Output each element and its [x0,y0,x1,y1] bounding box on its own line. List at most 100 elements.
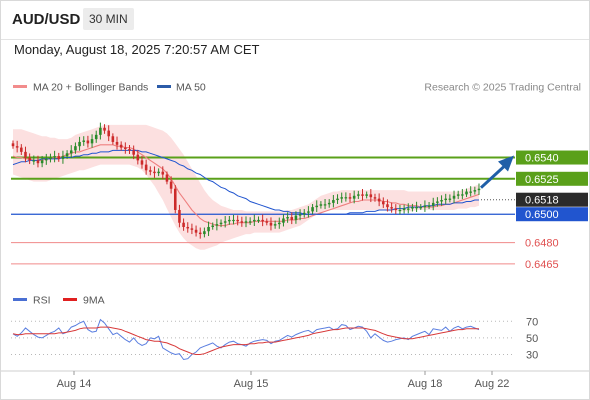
candle-body [115,141,119,145]
candle-body [340,197,343,199]
candle-body [323,204,327,206]
candle-body [44,158,48,161]
candle-body [20,147,23,152]
candle-body [57,156,61,159]
candle-body [165,174,169,182]
candle-body [440,200,443,202]
candle-body [244,221,248,223]
candle-body [315,205,319,208]
x-axis-ticks: Aug 14 Aug 15 Aug 18 Aug 22 [57,371,510,390]
candle-body [78,141,81,147]
ma50-legend-label: MA 50 [176,82,206,94]
last-price-tag [516,192,588,207]
candle-body [261,219,264,222]
candle-body [49,157,52,159]
candle-body [15,146,19,148]
candle-body [149,170,152,172]
candle-body [327,202,331,205]
x-tick-label: Aug 22 [475,378,510,390]
candle-body [28,157,31,161]
candle-body [365,194,368,196]
candle-body [269,222,273,226]
level-tag-0-6500 [516,207,588,222]
candle-body [228,219,231,222]
candle-body [348,197,352,199]
candle-body [61,156,65,159]
timeframe-button[interactable]: 30 MIN [83,8,134,30]
candle-body [477,188,481,191]
candle-body [361,194,364,196]
ma20-legend-swatch [13,85,27,88]
candle-body [394,208,398,210]
candle-body [169,181,173,189]
candle-body [194,229,198,233]
candle-body [469,191,472,193]
candle-body [452,195,456,199]
candle-body [11,143,15,147]
candle-body [282,218,285,223]
candle-body [444,198,448,201]
candle-body [311,207,314,212]
candle-body [173,188,177,210]
candle-body [411,207,414,209]
candle-body [153,171,156,174]
candle-body [232,219,235,222]
rsi-tick-label-50: 50 [526,333,538,345]
ma50-legend-swatch [157,85,171,88]
candle-body [377,198,381,202]
candle-body [369,194,373,198]
candle-body [74,146,77,151]
candle-body [398,209,402,212]
candle-body [32,160,36,162]
candle-body [219,222,223,225]
candle-body [273,224,277,226]
candle-body [456,194,460,196]
candle-body [128,149,131,151]
candle-body [302,212,306,215]
rsi-ma-line [12,326,479,355]
price-labels-layer: 0.6540 0.6525 0.6500 0.6480 0.6465 0.6518 [481,150,588,271]
candles-layer [11,122,481,239]
candle-body [448,198,452,200]
rsi-ma-legend-swatch [63,298,77,301]
rsi-legend-swatch [13,298,27,301]
rsi-line [12,318,480,361]
candle-body [136,154,140,161]
candle-body [461,194,464,196]
candle-body [144,164,148,171]
x-tick-label: Aug 14 [57,378,92,390]
candle-body [236,219,239,222]
candle-body [124,147,127,150]
ma20-legend-label: MA 20 + Bollinger Bands [33,82,148,94]
candle-body [419,207,423,209]
x-tick-label: Aug 15 [234,378,269,390]
candle-body [24,151,27,158]
candle-body [431,202,435,206]
level-label-0-6525: 0.6525 [525,174,559,186]
forecast-arrow-shaft [479,165,506,189]
candle-body [157,171,160,174]
candle-body [132,150,135,155]
candle-body [257,219,260,222]
candle-body [382,201,385,205]
level-tag-0-6540 [516,150,588,165]
candle-body [265,221,269,223]
candle-body [436,201,439,203]
rsi-ma-legend-label: 9MA [83,295,105,307]
symbol-label: AUD/USD [12,11,81,28]
candle-body [332,200,335,203]
rsi-panel: 70 50 30 [11,316,538,362]
candle-body [307,211,310,213]
candle-body [253,219,256,222]
candle-body [223,221,227,223]
rsi-tick-label-30: 30 [526,350,538,362]
credit-label: Research © 2025 Trading Central [424,82,581,94]
level-tag-0-6525 [516,171,588,186]
candle-body [373,197,377,199]
candle-body [119,144,123,148]
candle-body [198,232,202,235]
candle-body [86,140,90,144]
bollinger-band-layer [13,124,479,250]
candle-body [357,194,360,196]
